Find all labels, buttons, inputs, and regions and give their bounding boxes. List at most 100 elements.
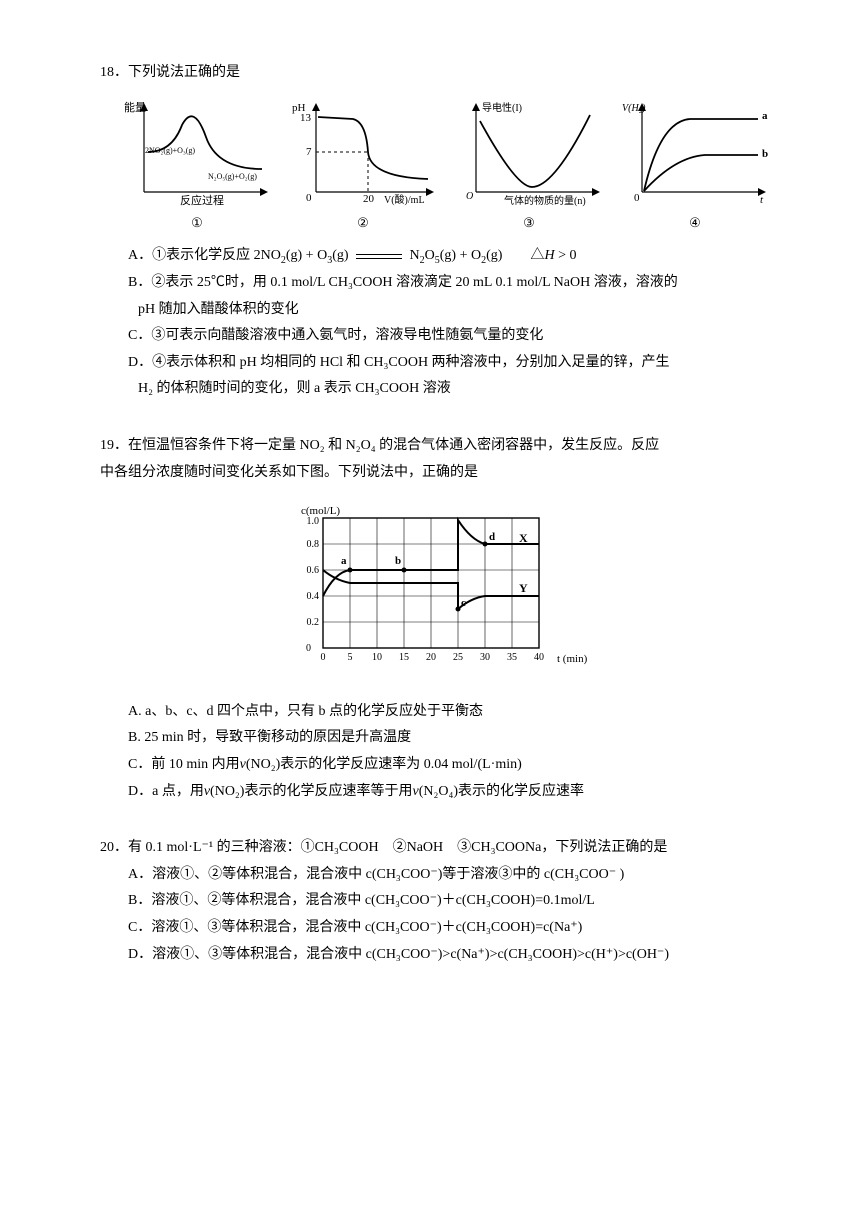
p1-label: ① <box>122 211 272 236</box>
xt0: 0 <box>321 652 326 663</box>
pt-c: c <box>461 597 466 609</box>
yt4: 0.8 <box>307 539 320 550</box>
q20-option-B: B．溶液①、②等体积混合，混合液中 c(CH₃COO⁻)＋c(CH₃COOH)=… <box>128 888 770 915</box>
q18-option-B: B．②表示 25℃时，用 0.1 mol/L CH₃COOH 溶液滴定 20 m… <box>128 270 770 297</box>
q19-title2: 中各组分浓度随时间变化关系如下图。下列说法中，正确的是 <box>100 460 770 487</box>
q19-title: 19．在恒温恒容条件下将一定量 NO₂ 和 N₂O₄ 的混合气体通入密闭容器中，… <box>100 433 770 460</box>
xt2: 10 <box>372 652 382 663</box>
q19-figure: c(mol/L) 0 0.2 0.4 0.6 0.8 1.0 0 5 10 15… <box>100 500 770 691</box>
equilibrium-arrow-icon <box>356 254 402 259</box>
yt2: 0.4 <box>307 591 320 602</box>
p1-right-formula: N₂O₅(g)+O₂(g) <box>208 172 257 181</box>
q18-title: 18．下列说法正确的是 <box>100 60 770 87</box>
xt5: 25 <box>453 652 463 663</box>
yt3: 0.6 <box>307 565 320 576</box>
p2-label: ② <box>288 211 438 236</box>
yt1: 0.2 <box>307 617 320 628</box>
q18-panel-2: pH 13 7 0 20 V(酸)/mL <box>288 97 438 207</box>
q18-option-D2: H₂ 的体积随时间的变化，则 a 表示 CH₃COOH 溶液 <box>128 376 770 403</box>
p3-xlabel: 气体的物质的量(n) <box>504 194 586 207</box>
q20-option-C: C．溶液①、③等体积混合，混合液中 c(CH₃COO⁻)＋c(CH₃COOH)=… <box>128 915 770 942</box>
series-y: Y <box>519 581 528 595</box>
yt0: 0 <box>306 643 311 654</box>
pt-b: b <box>395 555 401 567</box>
q18D-line2: H₂ 的体积随时间的变化，则 a 表示 CH₃COOH 溶液 <box>138 381 451 396</box>
p4-a: a <box>762 110 768 122</box>
q18A-t4: N <box>406 248 420 263</box>
q18A-t6: (g) + O <box>440 248 481 263</box>
p2-origin: 0 <box>306 192 312 204</box>
q18-title-text: 下列说法正确的是 <box>128 65 240 80</box>
p4-xlabel: t <box>760 194 764 206</box>
p4-origin: 0 <box>634 192 640 204</box>
q19D-t2: (NO₂)表示的化学反应速率等于用 <box>210 784 412 799</box>
p4-b: b <box>762 148 768 160</box>
q18-option-A: A．①表示化学反应 2NO2(g) + O3(g) N2O5(g) + O2(g… <box>128 243 770 270</box>
q18-option-B2: pH 随加入醋酸体积的变化 <box>128 297 770 324</box>
q18A-t1: A．①表示化学反应 2NO <box>128 248 281 263</box>
concentration-chart: c(mol/L) 0 0.2 0.4 0.6 0.8 1.0 0 5 10 15… <box>275 500 595 680</box>
pt-a: a <box>341 555 347 567</box>
q19-option-A: A. a、b、c、d 四个点中，只有 b 点的化学反应处于平衡态 <box>128 699 770 726</box>
q18B-line2: pH 随加入醋酸体积的变化 <box>138 302 299 317</box>
q18A-t3: (g) <box>332 248 352 263</box>
q18A-t5: O <box>425 248 435 263</box>
q18C-text: C．③可表示向醋酸溶液中通入氨气时，溶液导电性随氨气量的变化 <box>128 328 543 343</box>
p3-yaxis: 导电性(I) <box>482 101 522 114</box>
q18-number: 18． <box>100 65 128 80</box>
q20-option-D: D．溶液①、③等体积混合，混合液中 c(CH₃COO⁻)>c(Na⁺)>c(CH… <box>128 942 770 969</box>
conductivity-curve: 导电性(I) O 气体的物质的量(n) <box>454 97 609 207</box>
q18-panel-labels: ① ② ③ ④ <box>122 211 770 236</box>
q19-option-D: D．a 点，用v(NO₂)表示的化学反应速率等于用v(N₂O₄)表示的化学反应速… <box>128 779 770 806</box>
xt4: 20 <box>426 652 436 663</box>
p4-yaxis: V(H₂) <box>622 103 646 114</box>
p1-yaxis: 能量 <box>124 100 146 114</box>
xt3: 15 <box>399 652 409 663</box>
q18B-line1: B．②表示 25℃时，用 0.1 mol/L CH₃COOH 溶液滴定 20 m… <box>128 275 678 290</box>
ph-curve: pH 13 7 0 20 V(酸)/mL <box>288 97 443 207</box>
q18A-t7: (g) △ <box>486 248 544 263</box>
q19C-t1: C．前 10 min 内用 <box>128 757 240 772</box>
q20-option-A: A．溶液①、②等体积混合，混合液中 c(CH₃COO⁻)等于溶液③中的 c(CH… <box>128 862 770 889</box>
p2-xlabel: V(酸)/mL <box>384 193 425 206</box>
q19-options: A. a、b、c、d 四个点中，只有 b 点的化学反应处于平衡态 B. 25 m… <box>100 699 770 805</box>
volume-curve: V(H₂) a b 0 t <box>620 97 775 207</box>
q18A-t2: (g) + O <box>286 248 327 263</box>
q18A-H: H <box>544 248 554 263</box>
q18-options: A．①表示化学反应 2NO2(g) + O3(g) N2O5(g) + O2(g… <box>100 243 770 403</box>
series-x: X <box>519 531 528 545</box>
energy-diagram: 能量 2NO₂(g)+O₃(g) N₂O₅(g)+O₂(g) 反应过程 <box>122 97 277 207</box>
q19D-t1: D．a 点，用 <box>128 784 204 799</box>
p3-label: ③ <box>454 211 604 236</box>
p2-y13: 13 <box>300 112 312 124</box>
p4-label: ④ <box>620 211 770 236</box>
q19D-t3: (N₂O₄)表示的化学反应速率 <box>419 784 584 799</box>
q20-number: 20． <box>100 840 128 855</box>
xt8: 40 <box>534 652 544 663</box>
q20-options: A．溶液①、②等体积混合，混合液中 c(CH₃COO⁻)等于溶液③中的 c(CH… <box>100 862 770 968</box>
q18D-line1: D．④表示体积和 pH 均相同的 HCl 和 CH₃COOH 两种溶液中，分别加… <box>128 355 670 370</box>
q19C-t2: (NO₂)表示的化学反应速率为 0.04 mol/(L·min) <box>246 757 522 772</box>
xt7: 35 <box>507 652 517 663</box>
p2-y7: 7 <box>306 146 312 158</box>
q20-title: 20．有 0.1 mol·L⁻¹ 的三种溶液：①CH₃COOH ②NaOH ③C… <box>100 835 770 862</box>
p1-left-formula: 2NO₂(g)+O₃(g) <box>145 146 195 155</box>
question-19: 19．在恒温恒容条件下将一定量 NO₂ 和 N₂O₄ 的混合气体通入密闭容器中，… <box>100 433 770 805</box>
q20-title-text: 有 0.1 mol·L⁻¹ 的三种溶液：①CH₃COOH ②NaOH ③CH₃C… <box>128 840 667 855</box>
xt6: 30 <box>480 652 490 663</box>
q19-title-text: 在恒温恒容条件下将一定量 NO₂ 和 N₂O₄ 的混合气体通入密闭容器中，发生反… <box>128 438 659 453</box>
p3-origin: O <box>466 191 473 202</box>
xt1: 5 <box>348 652 353 663</box>
q18A-t8: > 0 <box>555 248 577 263</box>
q19-option-B: B. 25 min 时，导致平衡移动的原因是升高温度 <box>128 725 770 752</box>
q18-panel-3: 导电性(I) O 气体的物质的量(n) <box>454 97 604 207</box>
question-18: 18．下列说法正确的是 能量 2NO₂(g)+O₃(g) N₂O₅(g)+O₂(… <box>100 60 770 403</box>
p2-x20: 20 <box>363 193 375 205</box>
p1-xaxis: 反应过程 <box>180 193 224 207</box>
q18-panel-1: 能量 2NO₂(g)+O₃(g) N₂O₅(g)+O₂(g) 反应过程 <box>122 97 272 207</box>
q18-panel-4: V(H₂) a b 0 t <box>620 97 770 207</box>
q19-number: 19． <box>100 438 128 453</box>
q18-option-C: C．③可表示向醋酸溶液中通入氨气时，溶液导电性随氨气量的变化 <box>128 323 770 350</box>
q18-figure-row: 能量 2NO₂(g)+O₃(g) N₂O₅(g)+O₂(g) 反应过程 pH 1… <box>122 97 770 207</box>
yt5: 1.0 <box>307 516 320 527</box>
